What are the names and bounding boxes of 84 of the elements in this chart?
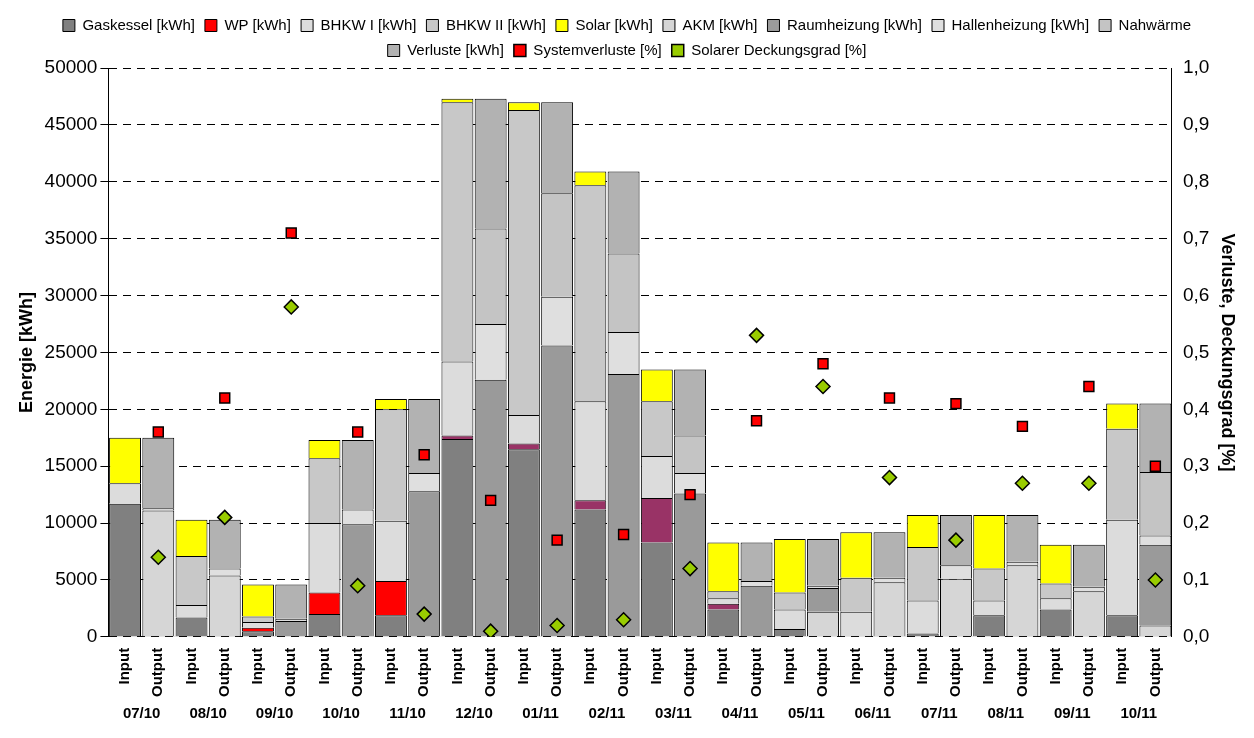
legend-label: Hallenheizung [kWh] (951, 15, 1090, 33)
y-axis-title: Energie [kWh] (15, 291, 36, 413)
x-tick-label: Input (514, 647, 532, 685)
y-tick-label: 40000 (44, 170, 98, 192)
y-tick-label: 15000 (44, 454, 98, 476)
legend-label: Solar [kWh] (575, 15, 653, 33)
text: 09/11 (1053, 703, 1091, 721)
x-tick-label: Input (846, 647, 864, 685)
x-tick-label: Input (115, 647, 133, 685)
text: 03/11 (655, 703, 692, 721)
x-tick-label: Output (1145, 647, 1163, 698)
text: 02/11 (588, 703, 626, 721)
y2-tick-label: 0,5 (1182, 340, 1210, 362)
legend-label: BHKW I [kWh] (320, 15, 417, 33)
y2-tick-label: 0,0 (1182, 625, 1210, 647)
text: 08/11 (987, 703, 1025, 721)
y-tick-label: 50000 (44, 56, 98, 78)
y2-tick-label: 0,2 (1182, 511, 1210, 533)
legend-label: WP [kWh] (224, 15, 291, 33)
legend-label: Verluste [kWh] (407, 40, 504, 58)
x-tick-label: Input (979, 647, 997, 685)
y2-tick-label: 0,9 (1182, 113, 1210, 135)
x-tick-label: Output (414, 647, 432, 698)
legend-label: AKM [kWh] (682, 15, 758, 33)
legend-label: Raumheizung [kWh] (786, 15, 923, 33)
text: 07/10 (122, 703, 161, 721)
x-tick-label: Output (946, 647, 964, 698)
x-tick-label: Output (879, 647, 897, 698)
x-tick-label: Output (680, 647, 698, 698)
x-tick-label: Input (779, 647, 797, 685)
y-tick-label: 45000 (44, 113, 98, 135)
x-tick-label: Input (181, 647, 199, 685)
x-tick-label: Output (148, 647, 166, 698)
y-tick-label: 35000 (44, 226, 98, 248)
x-tick-label: Output (347, 647, 365, 698)
text: 12/10 (455, 703, 493, 721)
legend-label: Gaskessel [kWh] (82, 15, 195, 33)
text: 10/11 (1120, 703, 1158, 721)
legend-label: Systemverluste [%] (533, 40, 662, 58)
x-tick-label: Output (813, 647, 831, 698)
text: 08/10 (189, 703, 227, 721)
y2-tick-label: 0,4 (1182, 397, 1210, 419)
text: 09/10 (255, 703, 294, 721)
text: 06/11 (854, 703, 892, 721)
y-tick-label: 5000 (55, 568, 98, 590)
x-tick-label: Input (713, 647, 731, 685)
y2-tick-label: 1,0 (1182, 56, 1210, 78)
y-tick-label: 20000 (44, 397, 98, 419)
text: 07/11 (920, 703, 958, 721)
x-tick-label: Input (580, 647, 598, 685)
y2-tick-label: 0,1 (1182, 568, 1210, 590)
x-tick-label: Output (1012, 647, 1030, 698)
x-tick-label: Output (281, 647, 299, 698)
legend-label: Solarer Deckungsgrad [%] (691, 40, 867, 58)
text: 11/10 (389, 703, 426, 721)
y2-axis-title: Verluste, Deckungsgrad [%] (1218, 233, 1239, 472)
x-tick-label: Input (447, 647, 465, 685)
y2-tick-label: 0,3 (1182, 454, 1210, 476)
x-tick-label: Output (613, 647, 631, 698)
x-tick-label: Output (214, 647, 232, 698)
x-tick-label: Output (1079, 647, 1097, 698)
x-tick-label: Output (480, 647, 498, 698)
y2-tick-label: 0,8 (1182, 170, 1210, 192)
x-tick-label: Input (912, 647, 930, 685)
text: 01/11 (522, 703, 559, 721)
x-tick-label: Output (746, 647, 764, 698)
y2-tick-label: 0,6 (1182, 283, 1210, 305)
x-tick-label: Input (381, 647, 399, 685)
y2-tick-label: 0,7 (1182, 226, 1210, 248)
legend-label: BHKW II [kWh] (445, 15, 546, 33)
x-tick-label: Input (314, 647, 332, 685)
text: 05/11 (788, 703, 825, 721)
x-tick-label: Input (248, 647, 266, 685)
x-tick-label: Input (1112, 647, 1130, 685)
x-tick-label: Input (1045, 647, 1063, 685)
y-tick-label: 0 (86, 625, 98, 647)
text: 10/10 (322, 703, 360, 721)
legend-label: Nahwärme (1118, 15, 1192, 33)
x-tick-label: Input (646, 647, 664, 685)
x-tick-label: Output (547, 647, 565, 698)
text: 04/11 (721, 703, 759, 721)
y-tick-label: 30000 (44, 283, 98, 305)
y-tick-label: 25000 (44, 340, 98, 362)
y-tick-label: 10000 (44, 511, 98, 533)
